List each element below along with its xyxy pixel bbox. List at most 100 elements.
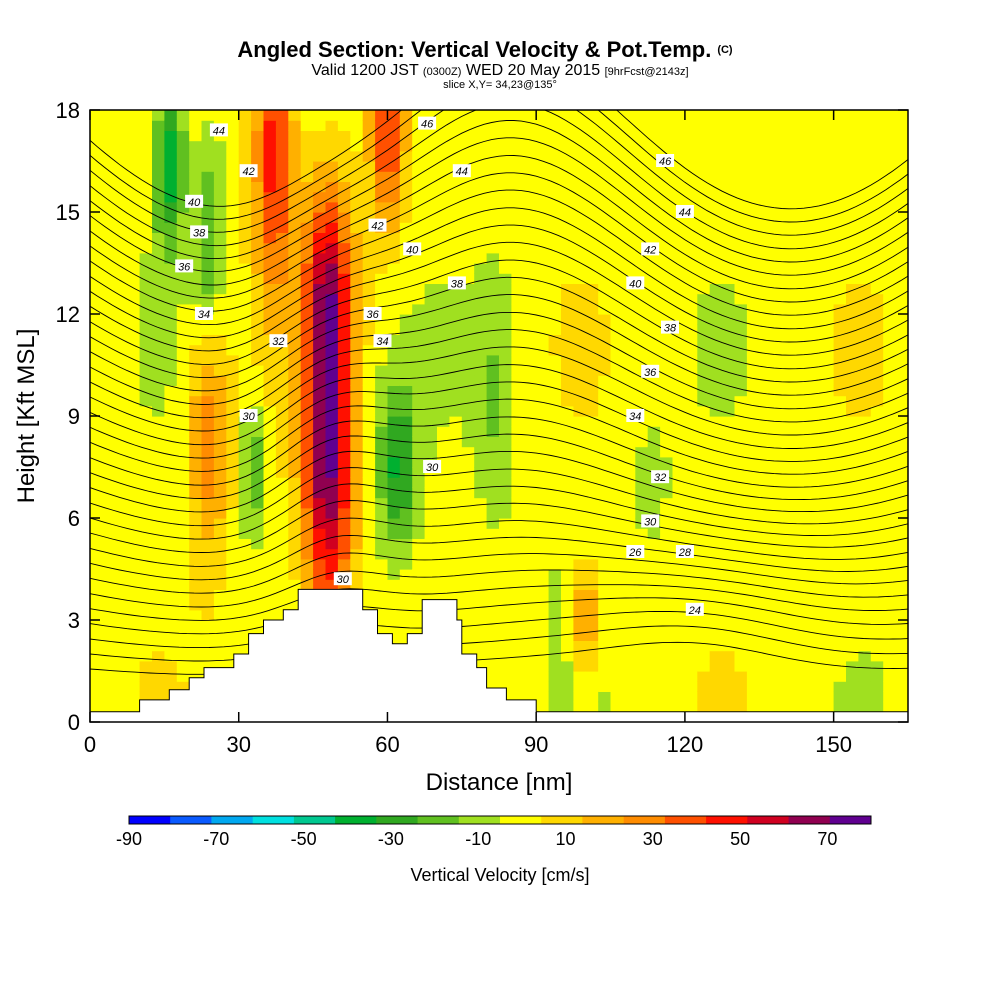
field-cell	[585, 273, 599, 284]
field-cell	[722, 222, 736, 233]
field-cell	[771, 487, 785, 499]
field-cell	[709, 130, 723, 142]
field-cell	[833, 130, 847, 142]
field-cell	[139, 518, 153, 529]
field-cell	[350, 558, 364, 570]
field-cell	[461, 140, 475, 152]
field-cell	[189, 487, 203, 499]
field-cell	[387, 232, 401, 244]
field-cell	[102, 640, 116, 652]
field-cell	[870, 191, 884, 203]
field-cell	[300, 212, 314, 223]
field-cell	[523, 120, 537, 131]
field-cell	[647, 446, 661, 458]
field-cell	[238, 201, 252, 213]
field-cell	[771, 161, 785, 172]
field-cell	[226, 120, 240, 131]
field-cell	[610, 416, 624, 427]
field-cell	[759, 314, 773, 325]
field-cell	[709, 283, 723, 295]
field-cell	[883, 140, 897, 152]
field-cell	[375, 548, 389, 560]
field-cell	[325, 293, 339, 305]
field-cell	[536, 314, 550, 325]
field-cell	[226, 477, 240, 488]
field-cell	[672, 150, 686, 162]
field-cell	[796, 609, 810, 621]
field-cell	[523, 344, 537, 356]
field-cell	[870, 110, 884, 121]
field-cell	[858, 283, 872, 295]
field-cell	[759, 528, 773, 539]
field-cell	[362, 201, 376, 213]
field-cell	[474, 497, 488, 509]
field-cell	[858, 579, 872, 590]
field-cell	[499, 161, 512, 172]
field-cell	[660, 283, 674, 295]
field-cell	[833, 640, 847, 652]
field-cell	[152, 171, 165, 182]
field-cell	[337, 171, 351, 182]
field-cell	[238, 263, 252, 274]
field-cell	[759, 426, 773, 437]
field-cell	[511, 579, 525, 590]
field-cell	[573, 171, 587, 182]
field-cell	[647, 640, 661, 652]
field-cell	[821, 191, 835, 203]
field-cell	[523, 599, 537, 611]
field-cell	[437, 518, 450, 529]
field-cell	[622, 456, 636, 468]
field-cell	[399, 487, 413, 499]
field-cell	[300, 456, 314, 468]
field-cell	[734, 609, 748, 621]
field-cell	[362, 426, 376, 437]
field-cell	[821, 487, 835, 499]
field-cell	[759, 130, 773, 142]
field-cell	[176, 405, 190, 417]
field-cell	[635, 507, 649, 519]
field-cell	[858, 446, 872, 458]
field-cell	[313, 477, 327, 488]
field-cell	[573, 589, 587, 601]
field-cell	[784, 640, 798, 652]
field-cell	[846, 681, 859, 692]
field-cell	[734, 630, 748, 641]
field-cell	[424, 477, 438, 488]
field-cell	[449, 497, 463, 509]
field-cell	[375, 283, 389, 295]
field-cell	[796, 599, 810, 611]
field-cell	[647, 161, 661, 172]
field-cell	[561, 354, 574, 366]
field-cell	[226, 283, 240, 295]
field-cell	[573, 395, 587, 407]
field-cell	[833, 497, 847, 509]
field-cell	[152, 569, 165, 580]
field-cell	[461, 334, 475, 346]
field-cell	[263, 252, 277, 264]
field-cell	[833, 110, 847, 121]
field-cell	[771, 222, 785, 233]
field-cell	[722, 314, 736, 325]
field-cell	[870, 150, 884, 162]
field-cell	[647, 181, 661, 193]
field-cell	[461, 120, 475, 131]
field-cell	[300, 273, 314, 284]
field-cell	[164, 201, 178, 213]
field-cell	[722, 344, 736, 356]
field-cell	[486, 477, 500, 488]
field-cell	[548, 620, 562, 631]
field-cell	[213, 589, 227, 601]
field-cell	[870, 375, 884, 386]
field-cell	[647, 630, 661, 641]
field-cell	[189, 283, 203, 295]
field-cell	[313, 518, 327, 529]
field-cell	[622, 497, 636, 509]
field-cell	[474, 252, 488, 264]
field-cell	[263, 507, 277, 519]
field-cell	[759, 273, 773, 284]
field-cell	[622, 538, 636, 550]
field-cell	[709, 630, 723, 641]
field-cell	[176, 375, 190, 386]
field-cell	[622, 344, 636, 356]
field-cell	[734, 201, 748, 213]
